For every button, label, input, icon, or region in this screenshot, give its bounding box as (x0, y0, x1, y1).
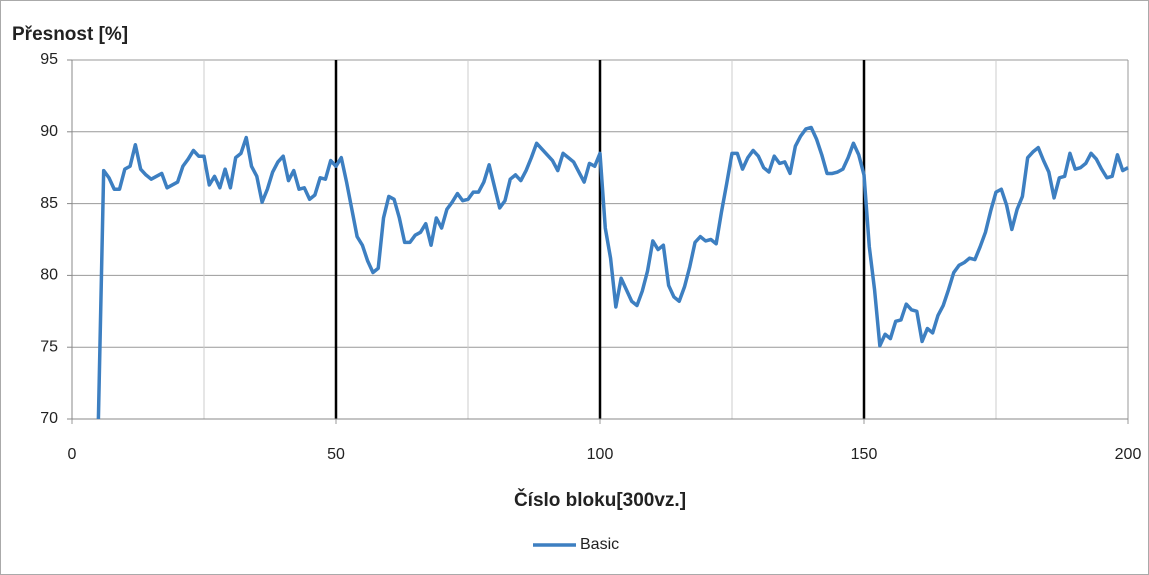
chart-title: Přesnost [%] (12, 24, 128, 45)
y-tick-label: 80 (40, 267, 58, 284)
y-tick-label: 90 (40, 123, 58, 140)
x-tick-label: 0 (68, 446, 77, 463)
y-tick-label: 70 (40, 410, 58, 427)
x-axis-title: Číslo bloku[300vz.] (514, 489, 686, 511)
y-tick-label: 75 (40, 338, 58, 355)
legend-label: Basic (580, 536, 619, 553)
y-tick-label: 85 (40, 195, 58, 212)
y-tick-label: 95 (40, 51, 58, 68)
x-tick-label: 200 (1115, 446, 1142, 463)
data-line (96, 125, 1129, 419)
x-tick-label: 50 (327, 446, 345, 463)
x-tick-label: 100 (587, 446, 614, 463)
x-tick-label: 150 (851, 446, 878, 463)
